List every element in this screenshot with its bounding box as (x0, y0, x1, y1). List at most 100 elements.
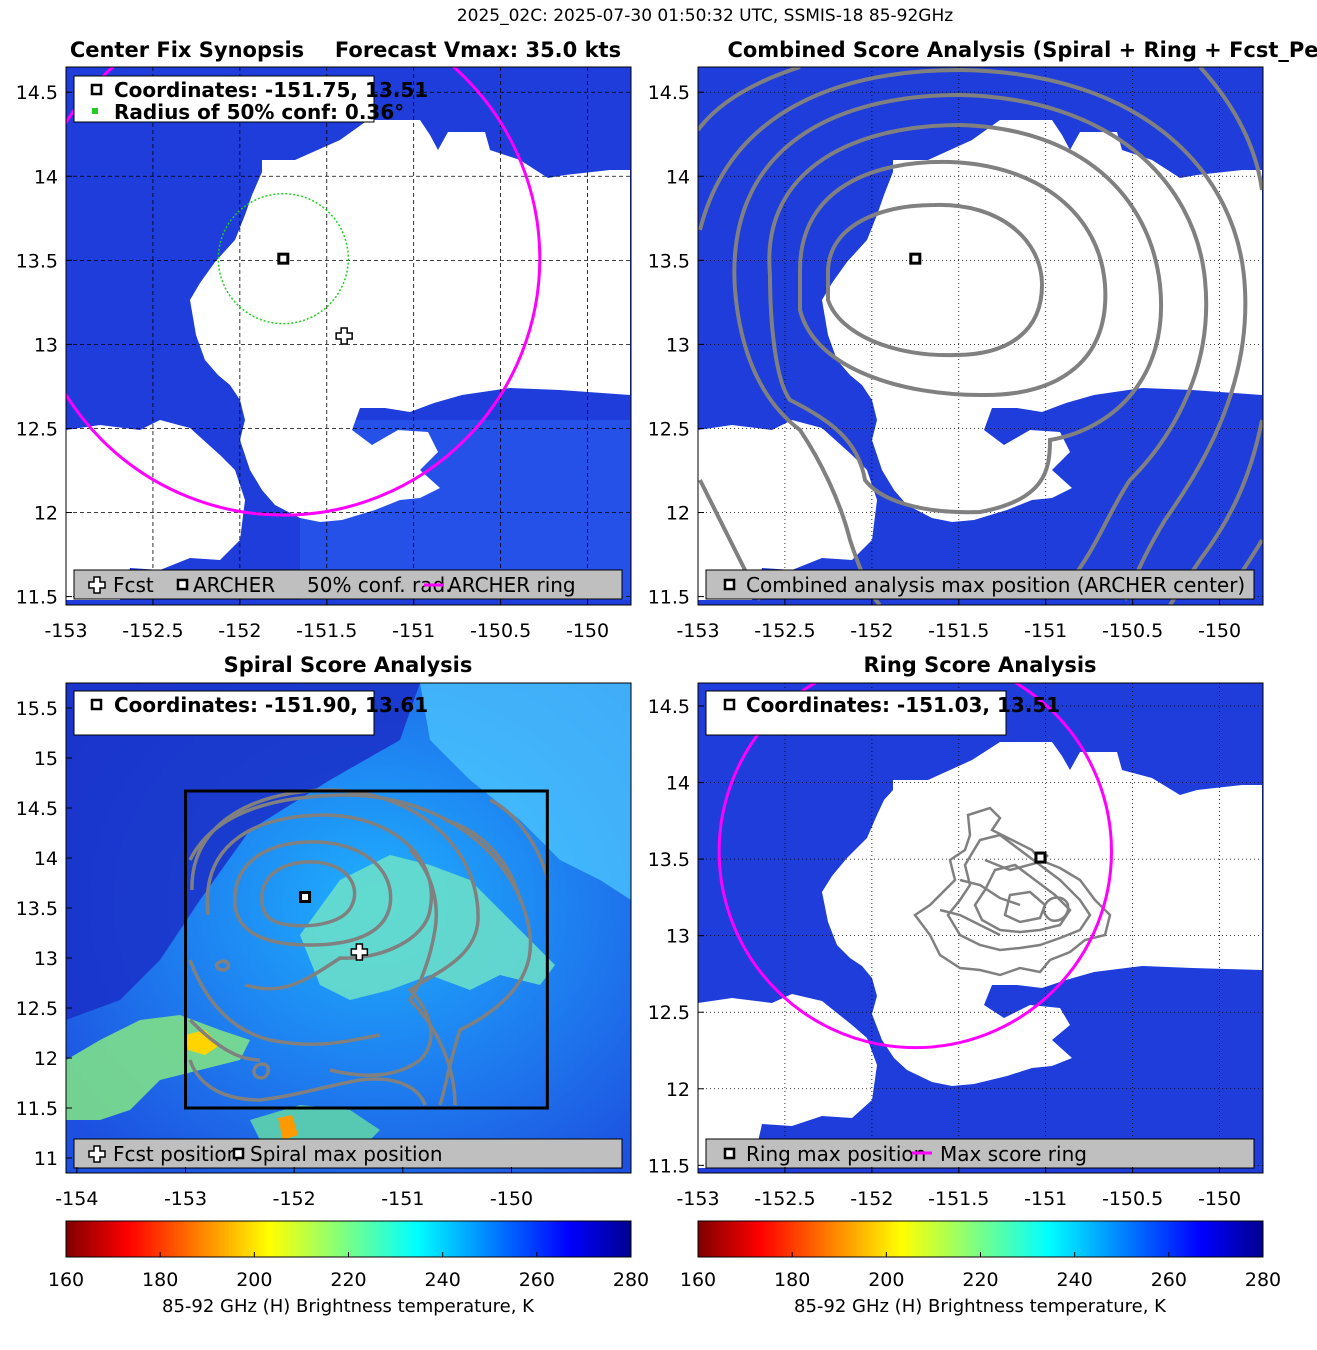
x-tick-label: -152 (218, 620, 261, 642)
panel-1-info-box: Coordinates: -151.75, 13.51 Radius of 50… (73, 75, 428, 124)
figure-suptitle: 2025_02C: 2025-07-30 01:50:32 UTC, SSMIS… (457, 6, 953, 26)
colorbar-tick-label: 180 (142, 1269, 178, 1291)
colorbar-tick-label: 280 (613, 1269, 649, 1291)
y-tick-label: 13 (34, 948, 58, 970)
panel-4-coordinates: Coordinates: -151.03, 13.51 (746, 693, 1060, 717)
y-tick-label: 12 (666, 503, 690, 525)
y-tick-label: 12.5 (16, 998, 58, 1020)
y-tick-label: 14.5 (648, 696, 690, 718)
y-tick-label: 12.5 (648, 418, 690, 440)
x-tick-label: -151.5 (928, 1188, 989, 1210)
colorbar-left: 160 180 200 220 240 260 280 85-92 GHz (H) Brig… (48, 1220, 649, 1317)
panel-3-axes: -154 -153 -152 -151 -150 11 11.5 12 12.5 13 13.5 14… (16, 698, 533, 1210)
x-tick-label: -152 (850, 1188, 893, 1210)
green-square-icon (92, 108, 98, 114)
x-tick-label: -152 (273, 1188, 316, 1210)
panel-3-coordinates: Coordinates: -151.90, 13.61 (114, 693, 428, 717)
legend-max-score-ring: Max score ring (940, 1142, 1087, 1166)
x-tick-label: -151 (1024, 620, 1067, 642)
legend-spiral-max: Spiral max position (250, 1142, 443, 1166)
colorbar-right-label: 85-92 GHz (H) Brightness temperature, K (794, 1296, 1167, 1317)
panel-4-ring-max-marker (1034, 851, 1047, 864)
x-tick-label: -153 (676, 620, 719, 642)
panel-4-axes: -153 -152.5 -152 -151.5 -151 -150.5 -150 11.5 12… (648, 696, 1241, 1210)
panel-4-frame (697, 682, 1264, 1174)
panel-4-info-box: Coordinates: -151.03, 13.51 (705, 690, 1060, 736)
x-tick-label: -154 (55, 1188, 98, 1210)
legend-fcst-position: Fcst position (113, 1142, 239, 1166)
panel-spiral-score: Spiral Score Analysis (16, 653, 632, 1210)
x-tick-label: -153 (44, 620, 87, 642)
legend-fcst: Fcst (113, 573, 154, 597)
x-tick-label: -151.5 (928, 620, 989, 642)
panel-1-cloud-lower-left (66, 420, 245, 600)
x-tick-label: -153 (676, 1188, 719, 1210)
colorbar-tick-label: 220 (962, 1269, 998, 1291)
colorbar-right-gradient (697, 1220, 1264, 1258)
x-tick-label: -150 (1198, 620, 1241, 642)
y-tick-label: 14.5 (16, 798, 58, 820)
y-tick-label: 11.5 (648, 587, 690, 609)
panel-3-deep-blue-region (66, 683, 420, 1020)
legend-combined-max: Combined analysis max position (ARCHER c… (746, 573, 1245, 597)
square-icon (723, 1147, 736, 1160)
panel-1-fcst-marker (335, 327, 353, 345)
colorbar-tick-label: 180 (774, 1269, 810, 1291)
y-tick-label: 14.5 (16, 82, 58, 104)
colorbar-tick-label: 160 (680, 1269, 716, 1291)
x-tick-label: -152.5 (122, 620, 183, 642)
x-tick-label: -151 (392, 620, 435, 642)
colorbar-tick-label: 220 (330, 1269, 366, 1291)
x-tick-label: -151.5 (296, 620, 357, 642)
panel-3-title: Spiral Score Analysis (224, 653, 473, 677)
y-tick-label: 12.5 (16, 418, 58, 440)
panel-1-cloud-region (190, 120, 630, 522)
panel-ring-score: Ring Score Analysis Coordinates: (648, 653, 1264, 1210)
colorbar-right: 160 180 200 220 240 260 280 85-92 GHz (H) Brig… (680, 1220, 1281, 1317)
y-tick-label: 14 (666, 773, 690, 795)
y-tick-label: 13.5 (16, 250, 58, 272)
colorbar-tick-label: 240 (425, 1269, 461, 1291)
panel-3-fcst-marker (350, 943, 369, 961)
y-tick-label: 15.5 (16, 698, 58, 720)
panel-1-radius: Radius of 50% conf: 0.36° (114, 100, 404, 124)
panel-1-coordinates: Coordinates: -151.75, 13.51 (114, 78, 428, 102)
y-tick-label: 11.5 (648, 1155, 690, 1177)
panel-1-legend: Fcst ARCHER 50% conf. rad. ARCHER ring (73, 569, 623, 600)
legend-archer-ring: ARCHER ring (448, 573, 576, 597)
info-square-icon (90, 83, 103, 96)
panel-1-archer-ring (66, 67, 542, 517)
y-tick-label: 11.5 (16, 587, 58, 609)
colorbar-tick-label: 280 (1245, 1269, 1281, 1291)
y-tick-label: 12.5 (648, 1002, 690, 1024)
y-tick-label: 12 (34, 1048, 58, 1070)
panel-3-contours (188, 788, 550, 1106)
colorbar-tick-label: 260 (519, 1269, 555, 1291)
y-tick-label: 13.5 (648, 250, 690, 272)
panel-1-frame (65, 66, 632, 606)
panel-3-hot-spot (185, 1030, 220, 1055)
x-tick-label: -152.5 (754, 1188, 815, 1210)
panel-2-legend: Combined analysis max position (ARCHER c… (705, 569, 1255, 600)
square-icon (232, 1147, 245, 1160)
x-tick-label: -150 (490, 1188, 533, 1210)
panel-3-search-box (184, 789, 549, 1110)
panel-3-spiral-max-marker (299, 891, 312, 903)
panel-2-cloud-region (822, 120, 1262, 522)
panel-4-legend: Ring max position Max score ring (705, 1138, 1255, 1169)
x-tick-label: -152.5 (754, 620, 815, 642)
panel-1-title-right: Forecast Vmax: 35.0 kts (335, 38, 621, 62)
y-tick-label: 13.5 (16, 898, 58, 920)
info-square-icon (723, 698, 736, 711)
y-tick-label: 14.5 (648, 82, 690, 104)
colorbar-left-gradient (65, 1220, 632, 1258)
panel-4-cloud-lower-left (698, 994, 877, 1168)
panel-combined-score: Combined Score Analysis (Spiral + Ring +… (648, 38, 1317, 642)
panel-2-max-marker (909, 252, 922, 265)
x-tick-label: -150.5 (1102, 1188, 1163, 1210)
panel-3-legend: Fcst position Spiral max position (73, 1138, 623, 1169)
panel-1-axes: -153 -152.5 -152 -151.5 -151 -150.5 -150 11.5 12… (16, 82, 609, 642)
y-tick-label: 13 (666, 926, 690, 948)
panel-4-contours (913, 806, 1112, 977)
